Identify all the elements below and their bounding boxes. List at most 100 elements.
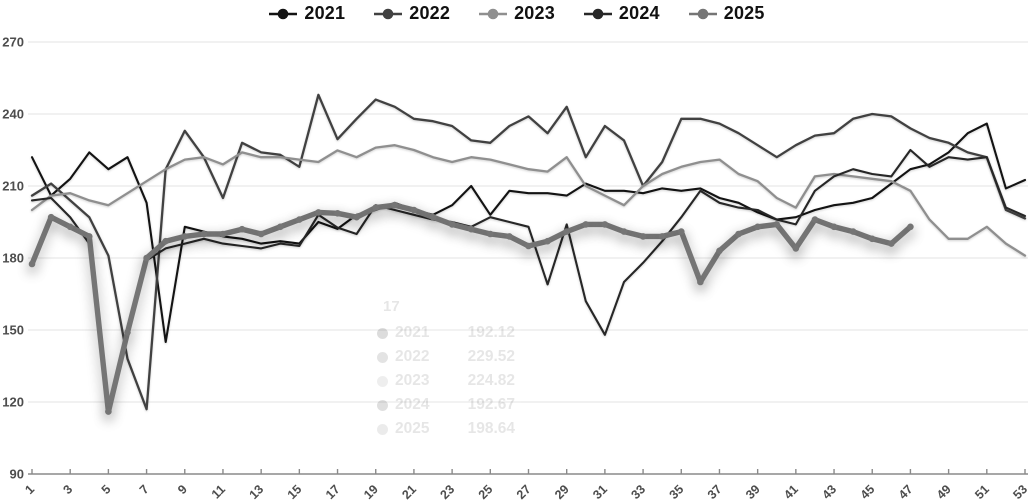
series-point-2025[interactable] (238, 225, 246, 233)
x-axis-label: 21 (399, 482, 419, 502)
legend-item-2022[interactable]: 2022 (373, 3, 450, 24)
x-axis-label: 51 (972, 482, 992, 502)
y-axis-label: 90 (10, 467, 24, 482)
legend-marker-icon (374, 8, 403, 19)
legend-label: 2021 (304, 3, 346, 23)
y-axis-label: 270 (2, 35, 24, 50)
series-line-2025[interactable] (29, 202, 914, 415)
x-axis-label: 47 (896, 482, 916, 502)
series-point-2025[interactable] (773, 221, 781, 228)
legend-label: 2025 (723, 3, 765, 23)
series-line-2022[interactable] (30, 93, 1027, 411)
series-point-2025[interactable] (28, 260, 36, 268)
legend-item-2021[interactable]: 2021 (268, 3, 345, 24)
legend-label: 2023 (514, 3, 555, 23)
x-axis-label: 29 (552, 482, 572, 502)
series-line-2024[interactable] (30, 148, 1027, 413)
series-point-2025[interactable] (124, 329, 131, 336)
legend-marker-icon (479, 8, 508, 19)
y-axis-label: 210 (2, 179, 24, 194)
series-point-2025[interactable] (391, 201, 399, 209)
series-point-2025[interactable] (372, 204, 380, 211)
series-point-2025[interactable] (353, 213, 360, 221)
legend-item-2023[interactable]: 2023 (478, 3, 555, 24)
y-axis-label: 150 (2, 323, 24, 338)
legend-marker-icon (583, 8, 612, 19)
x-axis-label: 49 (934, 482, 954, 502)
x-axis-label: 15 (285, 482, 305, 502)
series-point-2025[interactable] (506, 233, 513, 240)
x-axis-label: 25 (476, 482, 496, 502)
x-axis-label: 27 (514, 482, 534, 502)
series-point-2025[interactable] (410, 206, 418, 214)
series-point-2025[interactable] (257, 230, 265, 238)
series-point-2025[interactable] (888, 240, 895, 247)
series-point-2025[interactable] (639, 233, 647, 240)
x-axis-label: 43 (819, 482, 839, 502)
series-point-2025[interactable] (276, 223, 284, 231)
x-axis-label: 31 (590, 482, 610, 502)
series-point-2025[interactable] (105, 408, 112, 415)
y-axis-label: 240 (2, 107, 24, 122)
series-point-2025[interactable] (563, 228, 570, 235)
x-axis-label: 17 (323, 482, 343, 502)
series-point-2025[interactable] (849, 228, 857, 235)
x-axis-label: 45 (858, 482, 878, 502)
series-point-2025[interactable] (697, 278, 704, 286)
series-point-2025[interactable] (429, 213, 437, 221)
x-axis-label: 19 (361, 482, 381, 502)
series-line-2023[interactable] (30, 144, 1027, 257)
series-point-2025[interactable] (792, 245, 800, 252)
legend-item-2025[interactable]: 2025 (688, 3, 765, 24)
series-point-2025[interactable] (677, 228, 685, 235)
legend-item-2024[interactable]: 2024 (583, 3, 660, 24)
x-axis-label: 33 (628, 482, 648, 502)
series-point-2025[interactable] (66, 223, 74, 231)
series-point-2025[interactable] (544, 237, 551, 245)
series-point-2025[interactable] (868, 235, 876, 243)
series-point-2025[interactable] (582, 221, 590, 228)
x-axis-label: 53 (1010, 482, 1030, 502)
series-point-2025[interactable] (219, 230, 227, 238)
series-point-2025[interactable] (525, 242, 532, 250)
series-point-2025[interactable] (85, 233, 93, 240)
x-axis-label: 3 (60, 482, 75, 497)
legend-label: 2024 (618, 3, 660, 23)
legend-marker-icon (269, 8, 298, 19)
series-point-2025[interactable] (907, 223, 914, 231)
series-point-2025[interactable] (181, 233, 189, 240)
x-axis-label: 9 (175, 482, 190, 497)
series-point-2025[interactable] (315, 209, 322, 216)
series-point-2025[interactable] (143, 254, 150, 262)
series-point-2025[interactable] (601, 221, 609, 228)
y-axis-label: 180 (2, 251, 24, 266)
series-point-2025[interactable] (47, 213, 55, 221)
x-axis-label: 35 (667, 482, 687, 502)
x-axis-label: 37 (705, 482, 725, 502)
series-point-2025[interactable] (162, 237, 169, 245)
x-axis-label: 1 (22, 482, 37, 497)
series-point-2025[interactable] (754, 223, 761, 231)
series-point-2025[interactable] (716, 247, 723, 255)
legend-marker-icon (688, 8, 717, 19)
series-point-2025[interactable] (448, 221, 456, 228)
series-point-2025[interactable] (467, 225, 475, 233)
x-axis-label: 7 (137, 482, 152, 497)
series-point-2025[interactable] (334, 209, 341, 217)
y-axis-label: 120 (2, 395, 24, 410)
legend-label: 2022 (409, 3, 451, 23)
series-point-2025[interactable] (830, 223, 838, 231)
chart-legend: 2021 2022 2023 2024 2025 (0, 3, 1033, 24)
series-line-2021[interactable] (30, 122, 1027, 344)
x-axis-label: 41 (781, 482, 801, 502)
x-axis-label: 11 (209, 482, 228, 501)
series-point-2025[interactable] (735, 230, 742, 238)
series-point-2025[interactable] (811, 216, 819, 223)
series-point-2025[interactable] (200, 230, 208, 238)
series-point-2025[interactable] (487, 230, 494, 238)
series-point-2025[interactable] (620, 228, 628, 235)
series-point-2025[interactable] (296, 216, 303, 223)
series-point-2025[interactable] (658, 233, 666, 240)
